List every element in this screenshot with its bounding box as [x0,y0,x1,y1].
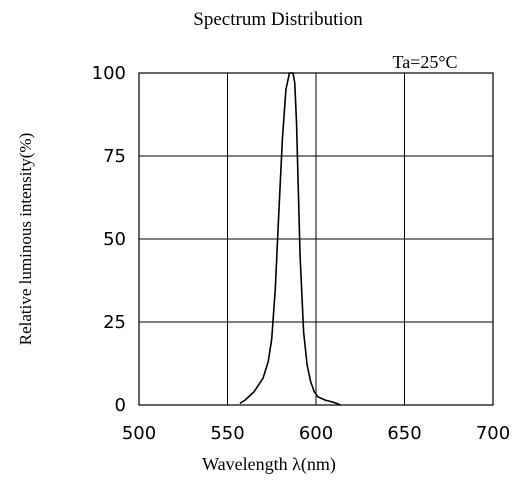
y-axis-label: Relative luminous intensity(%) [16,133,35,345]
x-axis-label: Wavelength λ(nm) [202,454,336,475]
x-tick-label: 650 [387,423,421,444]
x-tick-label: 500 [122,423,156,444]
chart-title: Spectrum Distribution [193,9,363,30]
plot-area [138,72,494,406]
y-tick-label: 50 [103,229,126,250]
y-tick-label: 100 [92,63,126,84]
x-tick-labels: 500 550 600 650 700 [122,423,510,444]
y-tick-label: 75 [103,146,126,167]
y-tick-label: 25 [103,312,126,333]
y-tick-labels: 0 25 50 75 100 [92,63,126,416]
grid [139,73,493,405]
spectrum-curve [239,72,342,406]
temperature-annotation: Ta=25°C [392,52,457,72]
x-tick-label: 600 [299,423,333,444]
y-tick-label: 0 [115,395,126,416]
x-tick-label: 700 [476,423,510,444]
x-tick-label: 550 [210,423,244,444]
